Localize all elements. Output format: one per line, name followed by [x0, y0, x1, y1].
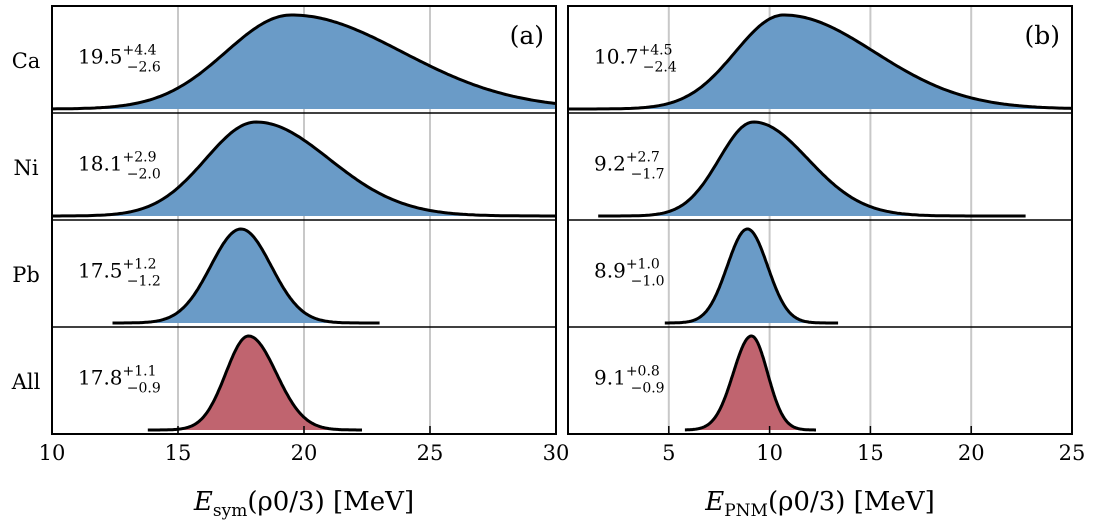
value-minus: −0.9	[127, 381, 161, 397]
panel-tag: (a)	[510, 21, 544, 50]
value-label-all: 9.1+0.8 −0.9	[594, 364, 665, 397]
density-curve-ni	[598, 120, 1026, 218]
value-plus: +1.1	[123, 364, 157, 380]
value-minus: −1.7	[631, 167, 665, 183]
axis-title-rest: (ρ0/3) [MeV]	[247, 487, 414, 517]
density-fill-pb	[112, 229, 380, 323]
density-fill-ca	[52, 15, 556, 109]
value-plus: +1.0	[626, 257, 660, 273]
panel-frame	[567, 5, 1073, 435]
value-plus: +0.8	[626, 364, 660, 380]
value-center: 9.2	[594, 152, 626, 176]
density-curve-ca	[568, 13, 1073, 111]
axis-title-subscript: sym	[213, 501, 247, 521]
value-label-pb: 8.9+1.0 −1.0	[594, 257, 665, 290]
axis-title-symbol: E	[704, 487, 724, 517]
value-center: 19.5	[78, 45, 123, 69]
value-label-ni: 9.2+2.7 −1.7	[594, 150, 665, 183]
density-fill-ca	[568, 15, 1072, 109]
x-tick-label: 5	[662, 441, 675, 465]
density-curve-ni	[52, 120, 556, 218]
value-minus: −2.6	[127, 60, 161, 76]
value-center: 17.8	[78, 366, 123, 390]
value-minus: −0.9	[631, 381, 665, 397]
value-label-ca: 19.5+4.4 −2.6	[78, 43, 161, 76]
value-label-all: 17.8+1.1 −0.9	[78, 364, 161, 397]
density-fill-ni	[598, 122, 1026, 216]
axis-title-rest: (ρ0/3) [MeV]	[768, 487, 935, 517]
value-plus: +2.9	[123, 150, 157, 166]
value-label-pb: 17.5+1.2 −1.2	[78, 257, 161, 290]
row-label-ca: Ca	[12, 49, 41, 73]
density-curve-ca	[52, 13, 557, 111]
x-axis-title: EPNM(ρ0/3) [MeV]	[704, 487, 934, 521]
axis-title-symbol: E	[193, 487, 213, 517]
x-tick-label: 15	[857, 441, 884, 465]
value-minus: −1.0	[631, 274, 665, 290]
density-fill-all	[147, 336, 362, 430]
x-tick-label: 30	[543, 441, 570, 465]
value-center: 10.7	[594, 45, 639, 69]
x-tick-label: 25	[1059, 441, 1086, 465]
axis-title-subscript: PNM	[724, 501, 768, 521]
density-curve-all	[684, 334, 817, 432]
row-label-ni: Ni	[13, 156, 38, 180]
value-minus: −1.2	[127, 274, 161, 290]
value-center: 17.5	[78, 259, 123, 283]
value-minus: −2.4	[643, 60, 677, 76]
x-tick-label: 20	[958, 441, 985, 465]
density-curve-pb	[664, 227, 839, 325]
value-center: 8.9	[594, 259, 626, 283]
panel-tag: (b)	[1024, 21, 1060, 50]
density-curve-pb	[112, 227, 380, 325]
x-tick-label: 10	[756, 441, 783, 465]
value-plus: +4.5	[639, 43, 673, 59]
value-minus: −2.0	[127, 167, 161, 183]
density-fill-ni	[52, 122, 556, 216]
x-tick-label: 10	[39, 441, 66, 465]
value-plus: +1.2	[123, 257, 157, 273]
row-label-all: All	[11, 370, 41, 394]
row-label-pb: Pb	[12, 263, 40, 287]
value-center: 18.1	[78, 152, 123, 176]
x-axis-title: Esym(ρ0/3) [MeV]	[193, 487, 414, 521]
value-plus: +4.4	[123, 43, 157, 59]
panel-a: 19.5+4.4 −2.6 18.1+2.9 −2.0 17.5+1.2 −1.2 17.8…	[39, 5, 570, 521]
x-tick-label: 15	[165, 441, 192, 465]
x-tick-label: 25	[417, 441, 444, 465]
density-curve-all	[147, 334, 363, 432]
density-fill-pb	[664, 229, 839, 323]
value-center: 9.1	[594, 366, 626, 390]
value-label-ni: 18.1+2.9 −2.0	[78, 150, 161, 183]
panel-b: 10.7+4.5 −2.4 9.2+2.7 −1.7 8.9+1.0 −1.0 9.1+0.…	[567, 5, 1086, 521]
density-fill-all	[684, 336, 816, 430]
x-tick-label: 20	[291, 441, 318, 465]
value-plus: +2.7	[626, 150, 660, 166]
value-label-ca: 10.7+4.5 −2.4	[594, 43, 677, 76]
